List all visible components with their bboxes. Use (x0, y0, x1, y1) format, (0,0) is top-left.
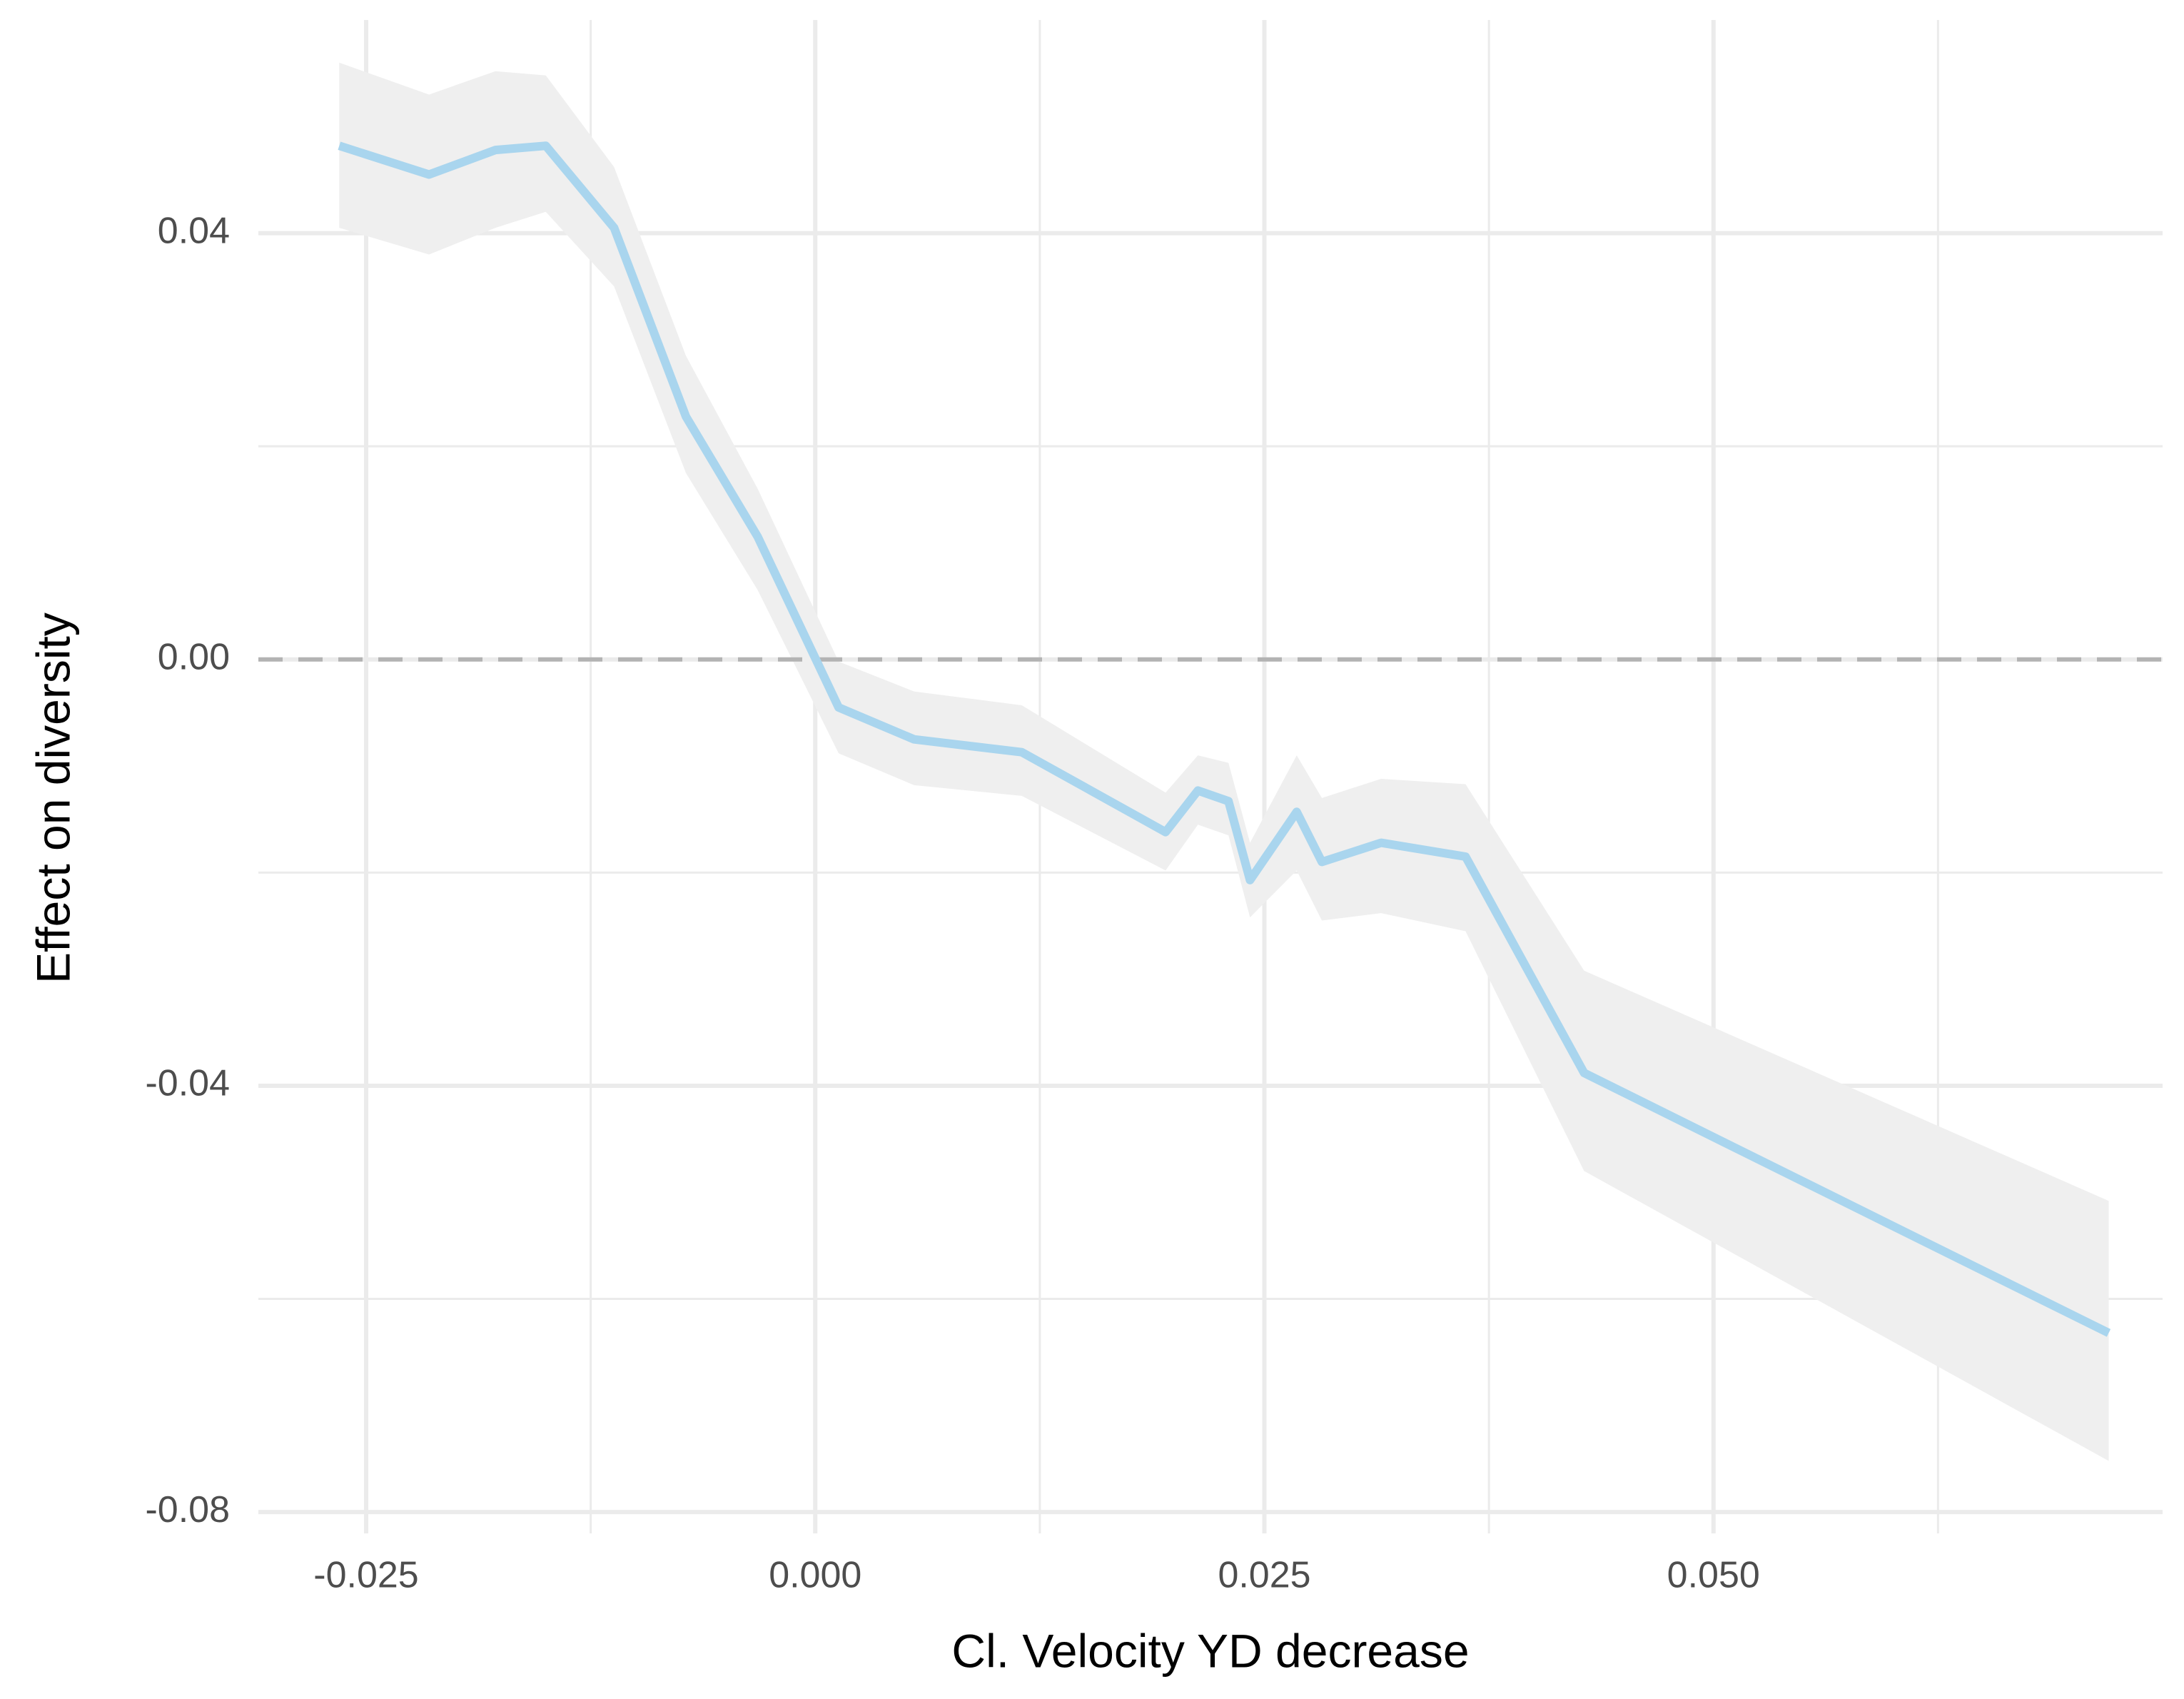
y-axis-title: Effect on diversity (26, 612, 79, 984)
x-tick-label: 0.025 (1218, 1555, 1310, 1596)
y-tick-labels: -0.08 -0.04 0.00 0.04 (145, 210, 230, 1531)
x-tick-label: 0.050 (1667, 1555, 1760, 1596)
x-axis-title: Cl. Velocity YD decrease (951, 1624, 1469, 1677)
y-tick-label: -0.08 (145, 1489, 230, 1531)
x-tick-label: -0.025 (313, 1555, 418, 1596)
x-tick-labels: -0.025 0.000 0.025 0.050 (313, 1555, 1760, 1596)
y-tick-label: 0.04 (158, 210, 230, 251)
y-tick-label: -0.04 (145, 1063, 230, 1104)
series-line (338, 141, 2111, 1337)
grid-minor (258, 20, 2163, 1533)
x-tick-label: 0.000 (769, 1555, 861, 1596)
y-tick-label: 0.00 (158, 637, 230, 678)
